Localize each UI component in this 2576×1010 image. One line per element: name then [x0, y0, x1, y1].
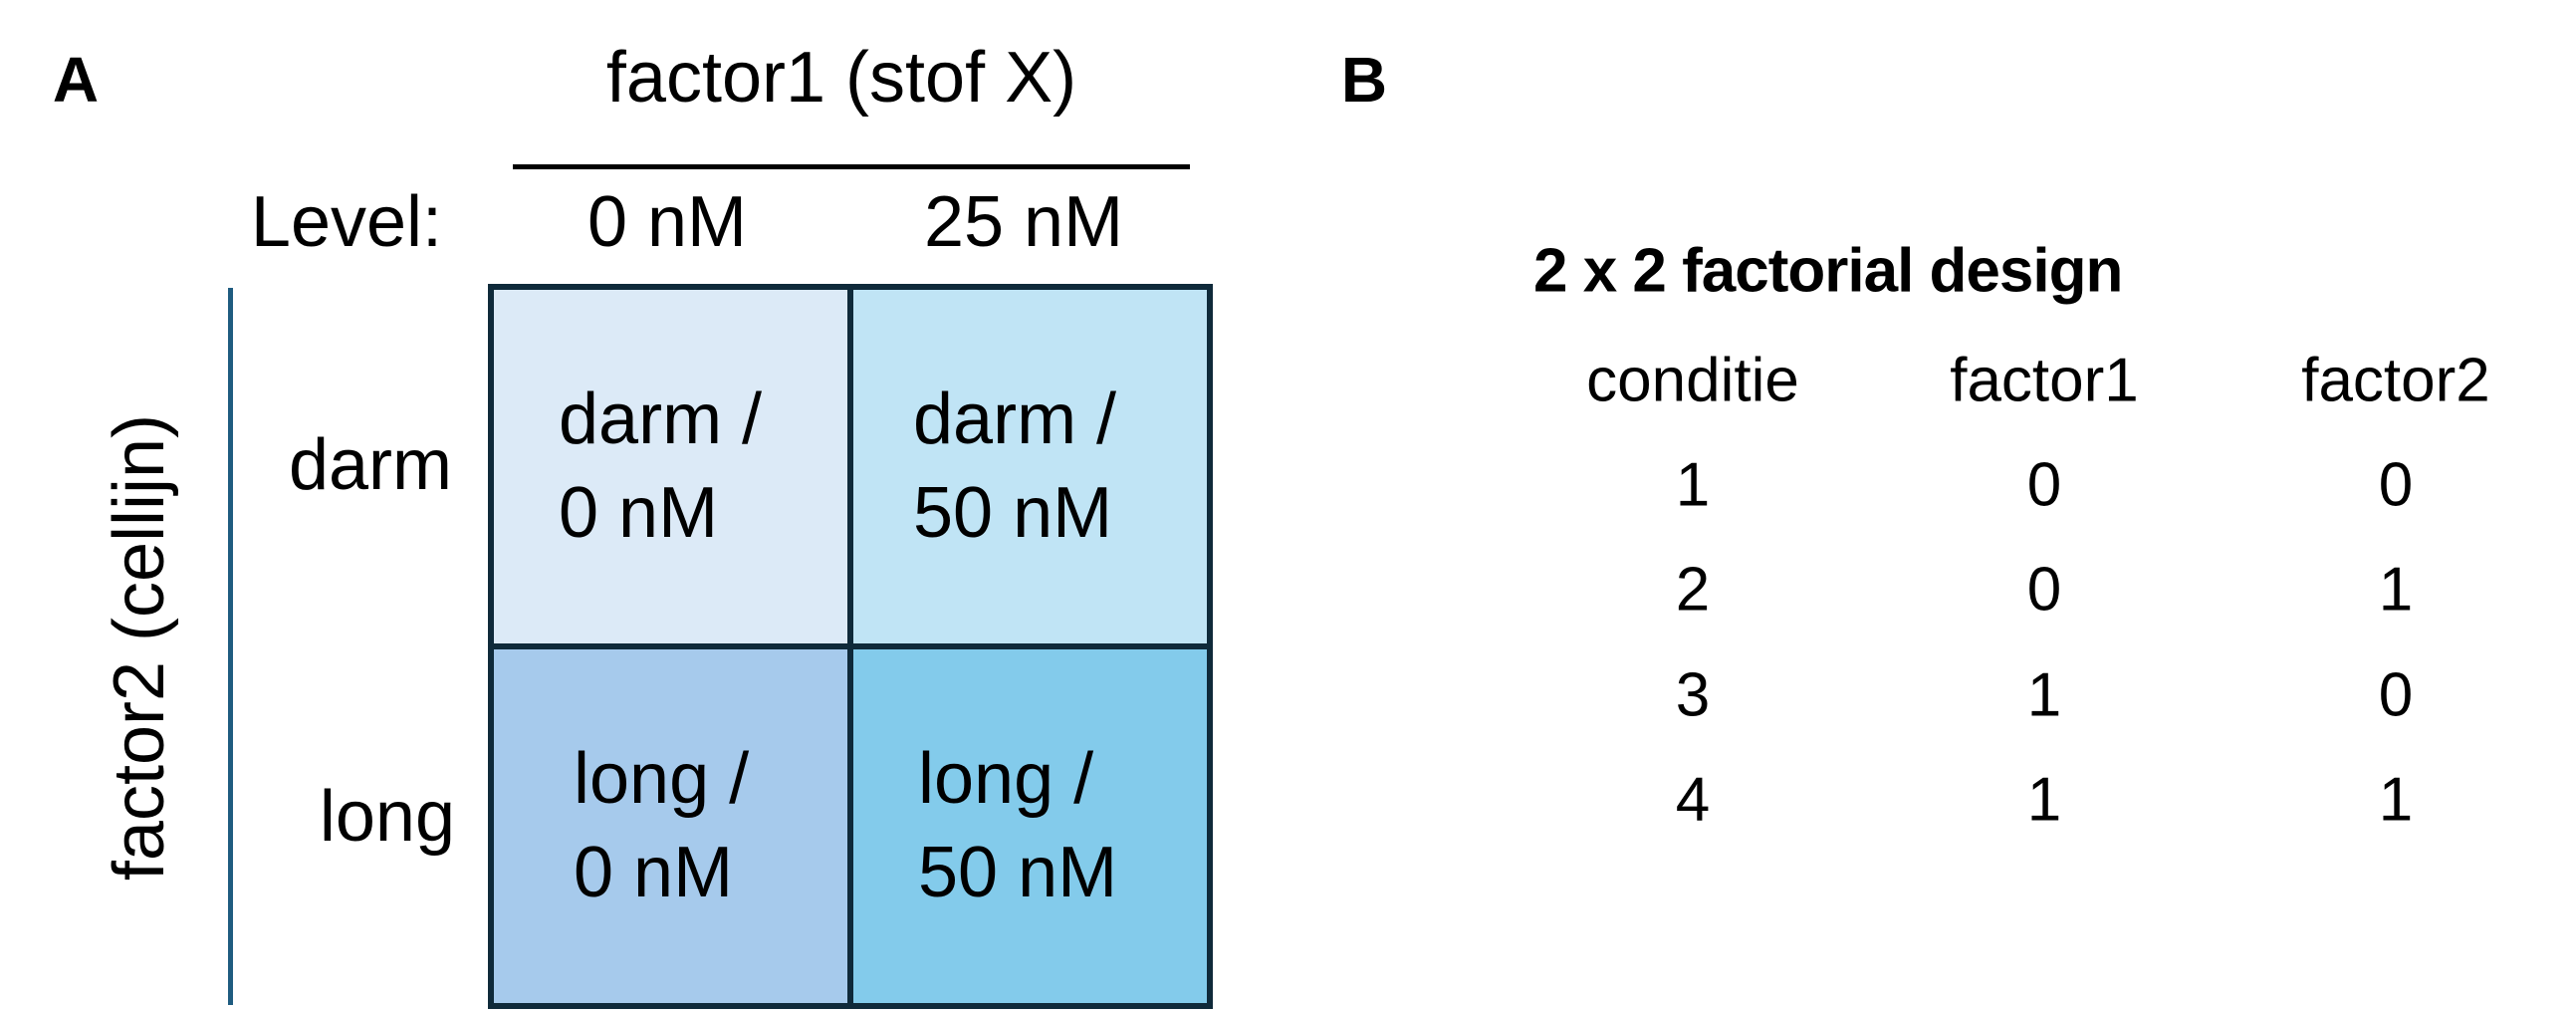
table-cell: 3	[1675, 660, 1711, 730]
table-cell: 0	[2026, 450, 2062, 520]
table-cell: 1	[2378, 765, 2414, 835]
factor2-title: factor2 (cellijn)	[100, 413, 179, 882]
table-cell: 0	[2378, 660, 2414, 730]
level-25nm: 25 nM	[923, 182, 1124, 262]
row-label-darm: darm	[288, 425, 452, 505]
factor1-divider	[513, 164, 1190, 169]
panel-a-label: A	[52, 44, 100, 116]
cell-long-50nm: long /50 nM	[853, 649, 1207, 1003]
level-label: Level:	[250, 182, 443, 262]
table-cell: 1	[2026, 765, 2062, 835]
cell-darm-50nm: darm /50 nM	[853, 290, 1207, 643]
table-title: 2 x 2 factorial design	[1533, 236, 2123, 306]
level-0nm: 0 nM	[586, 182, 748, 262]
table-cell: 1	[2378, 555, 2414, 625]
table-cell: 2	[1675, 555, 1711, 625]
factor1-title: factor1 (stof X)	[605, 38, 1077, 118]
table-cell: 4	[1675, 765, 1711, 835]
cell-darm-0nm: darm /0 nM	[494, 290, 847, 643]
table-cell: 1	[1675, 450, 1711, 520]
table-cell: 0	[2378, 450, 2414, 520]
row-label-long: long	[319, 777, 455, 857]
header-factor2: factor2	[2301, 346, 2490, 415]
header-conditie: conditie	[1586, 346, 1799, 415]
header-factor1: factor1	[1950, 346, 2139, 415]
panel-b-label: B	[1340, 44, 1388, 116]
table-cell: 0	[2026, 555, 2062, 625]
factor2-axis-line	[228, 288, 233, 1005]
cell-long-0nm: long /0 nM	[494, 649, 847, 1003]
factorial-grid: darm /0 nM darm /50 nM long /0 nM long /…	[488, 284, 1213, 1009]
table-cell: 1	[2026, 660, 2062, 730]
